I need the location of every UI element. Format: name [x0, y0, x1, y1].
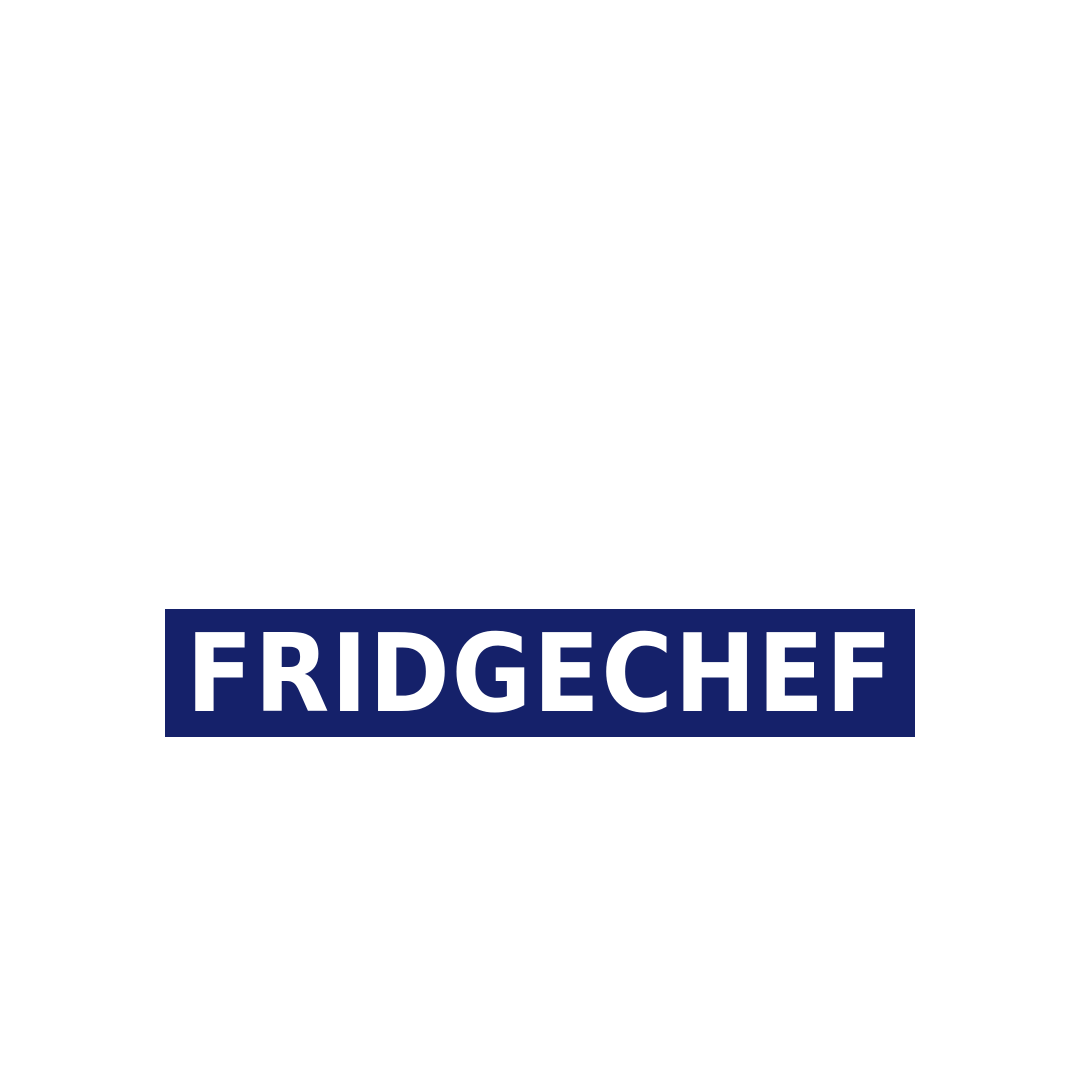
logo-wordmark: FRIDGECHEF [186, 612, 894, 737]
logo-banner: FRIDGECHEF [165, 609, 915, 737]
